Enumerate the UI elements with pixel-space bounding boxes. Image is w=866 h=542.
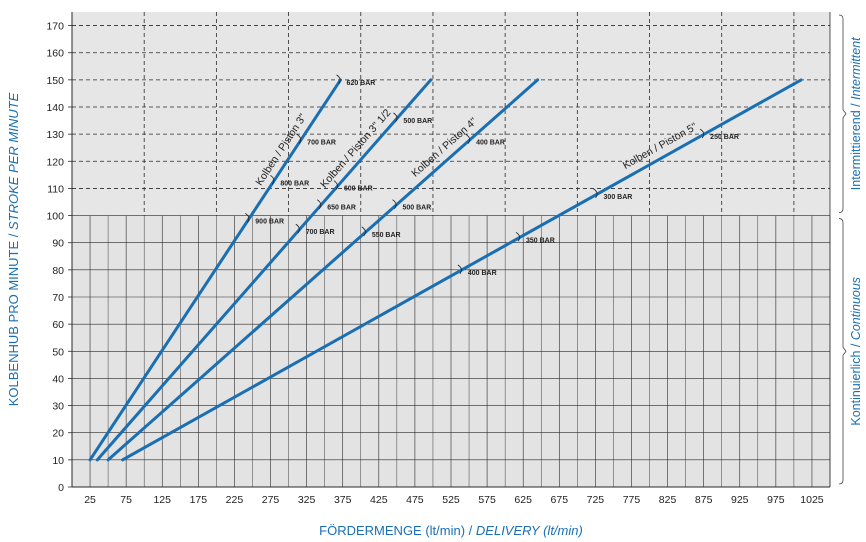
pressure-label: 400 BAR xyxy=(468,270,497,277)
series-line-2 xyxy=(95,78,433,462)
y-tick-label: 20 xyxy=(52,428,64,440)
x-tick-label: 175 xyxy=(190,494,208,506)
pressure-tick xyxy=(361,226,366,237)
series-line-1 xyxy=(88,78,342,462)
series-line-3 xyxy=(106,78,540,462)
zone-bracket xyxy=(838,14,847,213)
zone-bracket xyxy=(838,218,847,485)
y-tick-label: 80 xyxy=(52,265,64,277)
pressure-tick xyxy=(316,199,322,209)
x-tick-label: 525 xyxy=(442,494,460,506)
intermittent-label: Intermittierend / Intermittent xyxy=(849,37,863,190)
y-tick-label: 50 xyxy=(52,346,64,358)
y-tick-label: 110 xyxy=(47,183,64,195)
pressure-label: 500 BAR xyxy=(402,205,431,212)
pressure-label: 550 BAR xyxy=(372,232,401,239)
x-tick-label: 725 xyxy=(587,494,605,506)
pressure-tick xyxy=(270,174,275,185)
x-tick-label: 775 xyxy=(623,494,641,506)
x-tick-label: 75 xyxy=(120,494,132,506)
x-tick-label: 825 xyxy=(659,494,677,506)
x-tick-label: 425 xyxy=(370,494,388,506)
y-tick-label: 70 xyxy=(52,292,64,304)
pressure-tick xyxy=(457,264,462,275)
pressure-annotations: 620 BAR 700 BAR 800 BAR 900 BAR 500 BAR 600 B… xyxy=(245,74,739,277)
pressure-label: 300 BAR xyxy=(604,194,633,201)
x-tick-label: 675 xyxy=(551,494,569,506)
x-tick-label: 25 xyxy=(84,494,96,506)
x-tick-label: 975 xyxy=(767,494,785,506)
x-axis-title: FÖRDERMENGE (lt/min) / DELIVERY (lt/min) xyxy=(319,523,583,538)
pressure-label: 600 BAR xyxy=(344,186,373,193)
grid xyxy=(71,12,831,488)
pressure-label: 800 BAR xyxy=(280,180,309,187)
x-tick-label: 325 xyxy=(298,494,316,506)
pressure-tick xyxy=(245,212,250,223)
x-tick-label: 225 xyxy=(226,494,244,506)
y-tick-label: 140 xyxy=(46,102,64,114)
pressure-label: 700 BAR xyxy=(306,229,335,236)
y-tick-label: 30 xyxy=(52,401,64,413)
pressure-tick xyxy=(515,231,520,242)
y-tick-label: 60 xyxy=(52,319,64,331)
pressure-label: 620 BAR xyxy=(347,80,376,87)
pressure-tick xyxy=(296,134,302,144)
y-tick-label: 90 xyxy=(52,238,64,250)
continuous-label: Kontinuierlich / Continuous xyxy=(849,277,863,426)
intermittent-zone xyxy=(72,12,830,216)
y-tick-labels: 0 10 20 30 40 50 60 70 80 90 100 110 120 130 140 150 160… xyxy=(46,21,72,494)
y-axis-title: KOLBENHUB PRO MINUTE / STROKE PER MINUTE xyxy=(6,92,21,406)
pressure-tick xyxy=(699,128,705,139)
x-tick-labels: 25 75 125 175 225 275 325 375 425 475 525 575 625 675… xyxy=(84,494,824,506)
pressure-label: 900 BAR xyxy=(255,218,284,225)
pressure-tick xyxy=(593,188,598,199)
pressure-tick xyxy=(392,199,397,209)
pressure-tick xyxy=(333,180,338,190)
y-tick-label: 40 xyxy=(52,373,64,385)
y-tick-label: 160 xyxy=(46,48,64,60)
x-tick-label: 875 xyxy=(695,494,713,506)
x-tick-label: 475 xyxy=(406,494,424,506)
y-tick-label: 130 xyxy=(46,129,64,141)
x-tick-label: 275 xyxy=(262,494,280,506)
pressure-label: 400 BAR xyxy=(476,140,505,147)
zone-labels: Intermittierend / Intermittent Kontinuier… xyxy=(838,14,863,485)
pressure-tick xyxy=(336,74,341,85)
x-tick-label: 925 xyxy=(731,494,749,506)
pressure-label: 250 BAR xyxy=(710,134,739,141)
y-tick-label: 100 xyxy=(46,211,64,223)
x-tick-label: 375 xyxy=(334,494,352,506)
pressure-label: 500 BAR xyxy=(403,118,432,125)
pressure-label: 700 BAR xyxy=(307,140,336,147)
y-tick-label: 150 xyxy=(46,75,64,87)
pressure-tick xyxy=(393,112,398,123)
pressure-tick xyxy=(295,223,300,234)
x-tick-label: 1025 xyxy=(800,494,824,506)
y-tick-label: 170 xyxy=(46,21,64,33)
y-tick-label: 120 xyxy=(46,156,64,168)
pressure-tick xyxy=(465,134,471,144)
y-tick-label: 0 xyxy=(58,482,64,494)
pressure-label: 650 BAR xyxy=(327,205,356,212)
x-tick-label: 575 xyxy=(478,494,496,506)
pressure-label: 350 BAR xyxy=(526,237,555,244)
x-tick-label: 125 xyxy=(153,494,171,506)
y-tick-label: 10 xyxy=(52,455,64,467)
x-tick-label: 625 xyxy=(514,494,532,506)
